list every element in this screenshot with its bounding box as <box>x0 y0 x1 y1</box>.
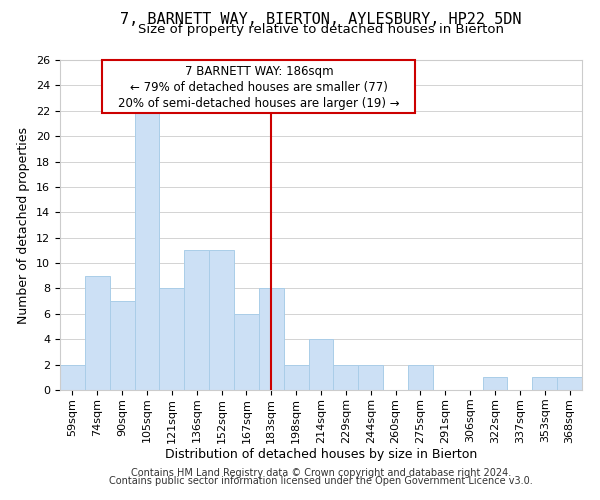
Text: 20% of semi-detached houses are larger (19) →: 20% of semi-detached houses are larger (… <box>118 97 400 110</box>
Bar <box>110 301 134 390</box>
Text: 7, BARNETT WAY, BIERTON, AYLESBURY, HP22 5DN: 7, BARNETT WAY, BIERTON, AYLESBURY, HP22… <box>120 12 522 28</box>
Bar <box>85 276 110 390</box>
Bar <box>60 364 85 390</box>
Bar <box>557 378 582 390</box>
Bar <box>184 250 209 390</box>
Bar <box>134 111 160 390</box>
Bar <box>308 339 334 390</box>
FancyBboxPatch shape <box>102 60 415 114</box>
Text: 7 BARNETT WAY: 186sqm: 7 BARNETT WAY: 186sqm <box>185 65 333 78</box>
Text: Contains public sector information licensed under the Open Government Licence v3: Contains public sector information licen… <box>109 476 533 486</box>
Bar <box>259 288 284 390</box>
Text: Contains HM Land Registry data © Crown copyright and database right 2024.: Contains HM Land Registry data © Crown c… <box>131 468 511 477</box>
Bar <box>284 364 308 390</box>
Text: Size of property relative to detached houses in Bierton: Size of property relative to detached ho… <box>138 22 504 36</box>
Text: ← 79% of detached houses are smaller (77): ← 79% of detached houses are smaller (77… <box>130 81 388 94</box>
Bar <box>234 314 259 390</box>
Bar <box>209 250 234 390</box>
Bar <box>334 364 358 390</box>
Bar <box>358 364 383 390</box>
Bar <box>160 288 184 390</box>
X-axis label: Distribution of detached houses by size in Bierton: Distribution of detached houses by size … <box>165 448 477 462</box>
Bar <box>408 364 433 390</box>
Bar <box>532 378 557 390</box>
Bar <box>482 378 508 390</box>
Y-axis label: Number of detached properties: Number of detached properties <box>17 126 31 324</box>
